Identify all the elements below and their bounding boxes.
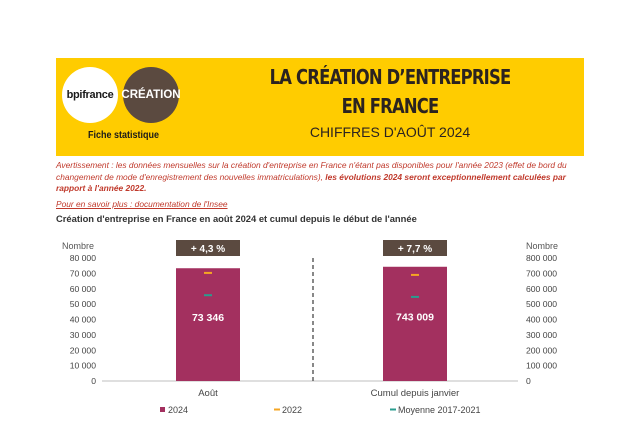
right-tick-label: 0 <box>526 376 531 386</box>
left-tick-label: 50 000 <box>70 299 97 309</box>
bar-2024 <box>176 268 240 381</box>
left-tick-label: 0 <box>91 376 96 386</box>
right-tick-label: 600 000 <box>526 284 557 294</box>
legend-swatch-2024 <box>160 407 165 412</box>
legend-label: Moyenne 2017-2021 <box>398 405 481 415</box>
left-tick-label: 70 000 <box>70 268 97 278</box>
fiche-label: Fiche statistique <box>88 130 160 141</box>
header-banner: bpifrance CRÉATION Fiche statistique LA … <box>56 58 584 156</box>
change-badge-text: + 7,7 % <box>398 244 432 255</box>
right-tick-label: 300 000 <box>526 330 557 340</box>
right-tick-label: 700 000 <box>526 268 557 278</box>
right-tick-label: 400 000 <box>526 315 557 325</box>
left-tick-label: 80 000 <box>70 253 97 263</box>
bpifrance-logo: bpifrance <box>62 67 118 123</box>
page-subtitle: CHIFFRES D'AOÛT 2024 <box>309 124 471 140</box>
left-tick-label: 60 000 <box>70 284 97 294</box>
legend-label: 2022 <box>282 405 302 415</box>
warning-bold: les évolutions 2024 seront exceptionnell… <box>56 171 566 194</box>
page-title-line1: LA CRÉATION D’ENTREPRISE <box>269 65 512 89</box>
insee-doc-link[interactable]: Pour en savoir plus : documentation de l… <box>56 199 228 209</box>
right-tick-label: 200 000 <box>526 345 557 355</box>
change-badge <box>383 240 447 256</box>
left-tick-label: 40 000 <box>70 315 97 325</box>
page-title-line2: EN FRANCE <box>341 94 440 118</box>
warning-text: Avertissement : les données mensuelles s… <box>56 160 592 195</box>
left-tick-label: 30 000 <box>70 330 97 340</box>
left-tick-label: 20 000 <box>70 345 97 355</box>
right-tick-label: 500 000 <box>526 299 557 309</box>
category-label: Cumul depuis janvier <box>371 388 460 399</box>
legend-label: 2024 <box>168 405 188 415</box>
change-badge <box>176 240 240 256</box>
creation-logo: CRÉATION <box>121 67 181 123</box>
category-label: Août <box>198 388 218 399</box>
left-tick-label: 10 000 <box>70 361 97 371</box>
right-tick-label: 800 000 <box>526 253 557 263</box>
right-tick-label: 100 000 <box>526 361 557 371</box>
left-axis-label: Nombre <box>62 241 94 251</box>
chart-title: Création d'entreprise en France en août … <box>56 213 417 224</box>
change-badge-text: + 4,3 % <box>191 244 225 255</box>
bpifrance-logo-text: bpifrance <box>66 89 114 101</box>
warning-normal: Avertissement : les données mensuelles s… <box>56 160 567 182</box>
right-axis-label: Nombre <box>526 241 558 251</box>
bar-2024 <box>383 266 447 381</box>
bar-value-label: 743 009 <box>396 311 434 323</box>
bar-value-label: 73 346 <box>192 312 224 324</box>
creation-logo-text: CRÉATION <box>121 89 181 101</box>
